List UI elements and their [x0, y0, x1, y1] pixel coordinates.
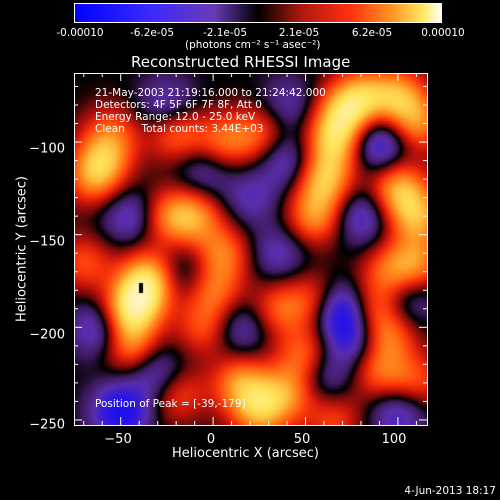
colorbar	[74, 3, 442, 23]
heatmap-image	[74, 73, 427, 425]
info-clean-counts: Clean Total counts: 3.44E+03	[95, 123, 264, 135]
plot-frame	[74, 73, 428, 426]
x-tick-label: 100	[381, 432, 407, 447]
colorbar-tick-label: -2.1e-05	[202, 27, 248, 39]
y-tick-label: −100	[29, 141, 65, 157]
info-date-range: 21-May-2003 21:19:16.000 to 21:24:42.000	[95, 87, 326, 99]
y-axis-label: Heliocentric Y (arcsec)	[14, 176, 30, 322]
info-detectors: Detectors: 4F 5F 6F 7F 8F, Att 0	[95, 99, 262, 111]
y-tick-label: −200	[29, 327, 65, 343]
timestamp: 4-Jun-2013 18:17	[404, 485, 496, 497]
x-axis-label: Heliocentric X (arcsec)	[172, 446, 319, 461]
peak-position-label: Position of Peak = [-39,-179]	[95, 398, 246, 410]
info-energy-range: Energy Range: 12.0 - 25.0 keV	[95, 111, 256, 123]
x-tick-label: 0	[206, 432, 216, 447]
colorbar-tick-labels: -0.00010 -6.2e-05 -2.1e-05 2.1e-05 6.2e-…	[0, 0, 500, 50]
colorbar-unit-label: (photons cm⁻² s⁻¹ asec⁻²)	[185, 39, 321, 51]
x-tick-label: −50	[104, 432, 132, 447]
y-tick-label: −150	[29, 234, 65, 250]
colorbar-tick-label: -6.2e-05	[129, 27, 175, 39]
colorbar-tick-label: 2.1e-05	[278, 27, 320, 39]
y-tick-label: −250	[29, 417, 65, 433]
x-tick-label: 50	[293, 432, 311, 447]
colorbar-tick-label: 0.00010	[421, 27, 465, 39]
chart-title: Reconstructed RHESSI Image	[131, 53, 351, 71]
colorbar-tick-label: -0.00010	[56, 27, 104, 39]
colorbar-tick-label: 6.2e-05	[351, 27, 393, 39]
